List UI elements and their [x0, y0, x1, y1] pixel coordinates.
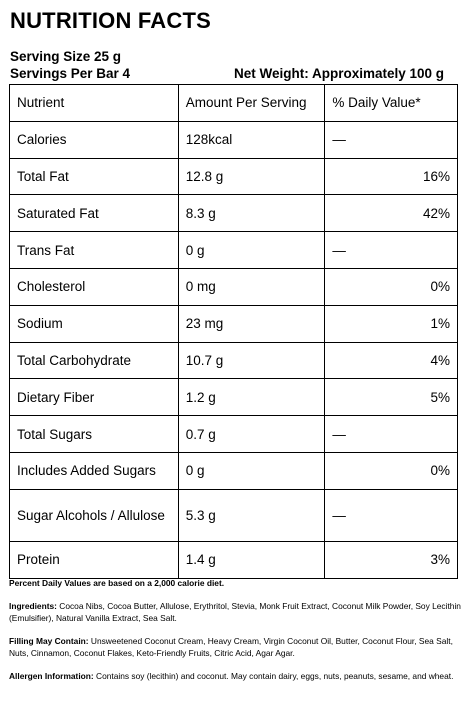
- daily-value: 0%: [324, 451, 458, 490]
- nutrient-amount: 10.7 g: [177, 341, 326, 380]
- nutrient-amount: 12.8 g: [177, 157, 326, 196]
- filling-label: Filling May Contain:: [9, 635, 89, 646]
- nutrient-amount: 1.2 g: [177, 378, 326, 417]
- percent-daily-value-note: Percent Daily Values are based on a 2,00…: [9, 578, 225, 588]
- nutrient-name: Sodium: [9, 304, 179, 343]
- table-row: Total Carbohydrate 10.7 g 4%: [9, 341, 458, 380]
- nutrient-amount: 0.7 g: [177, 415, 326, 453]
- table-header-row: Nutrient Amount Per Serving % Daily Valu…: [9, 84, 458, 122]
- filling-section: Filling May Contain: Unsweetened Coconut…: [9, 635, 461, 660]
- table-row: Dietary Fiber 1.2 g 5%: [9, 378, 458, 417]
- nutrition-table: Nutrient Amount Per Serving % Daily Valu…: [9, 84, 458, 579]
- allergen-section: Allergen Information: Contains soy (leci…: [9, 670, 461, 683]
- nutrient-amount: 1.4 g: [177, 540, 326, 579]
- column-header-daily-value: % Daily Value*: [324, 84, 458, 122]
- nutrient-amount: 128kcal: [177, 120, 326, 159]
- page-title: NUTRITION FACTS: [10, 8, 211, 33]
- table-row: Total Sugars 0.7 g —: [9, 415, 458, 453]
- daily-value: 42%: [324, 194, 458, 233]
- nutrient-name: Total Sugars: [9, 415, 179, 453]
- nutrient-name: Cholesterol: [9, 267, 179, 306]
- nutrient-name: Dietary Fiber: [9, 378, 179, 417]
- column-header-amount: Amount Per Serving: [177, 84, 326, 122]
- table-row: Saturated Fat 8.3 g 42%: [9, 194, 458, 233]
- table-row: Cholesterol 0 mg 0%: [9, 267, 458, 306]
- table-row: Trans Fat 0 g —: [9, 231, 458, 269]
- serving-info: Serving Size 25 g Servings Per Bar 4: [10, 48, 130, 82]
- daily-value: 4%: [324, 341, 458, 380]
- daily-value: —: [324, 415, 458, 453]
- serving-size: Serving Size 25 g: [10, 49, 122, 64]
- nutrient-name: Total Fat: [9, 157, 179, 196]
- daily-value: 5%: [324, 378, 458, 417]
- daily-value: —: [324, 120, 458, 159]
- nutrient-name: Calories: [9, 120, 179, 159]
- nutrient-amount: 8.3 g: [177, 194, 326, 233]
- nutrient-name: Total Carbohydrate: [9, 341, 179, 380]
- table-row: Sugar Alcohols / Allulose 5.3 g —: [9, 488, 458, 542]
- servings-per-bar: Servings Per Bar 4: [10, 66, 131, 81]
- table-row: Calories 128kcal —: [9, 120, 458, 159]
- allergen-text: Contains soy (lecithin) and coconut. May…: [93, 670, 454, 681]
- label-notes: Percent Daily Values are based on a 2,00…: [9, 577, 461, 692]
- table-row: Sodium 23 mg 1%: [9, 304, 458, 343]
- table-row: Total Fat 12.8 g 16%: [9, 157, 458, 196]
- daily-value: 16%: [324, 157, 458, 196]
- nutrient-name: Includes Added Sugars: [9, 451, 179, 490]
- nutrient-amount: 0 g: [177, 231, 326, 269]
- filling-text: Unsweetened Coconut Cream, Heavy Cream, …: [9, 635, 453, 659]
- column-header-nutrient: Nutrient: [9, 84, 179, 122]
- daily-value: —: [324, 488, 458, 542]
- ingredients-section: Ingredients: Cocoa Nibs, Cocoa Butter, A…: [9, 600, 461, 625]
- nutrient-amount: 5.3 g: [177, 488, 326, 542]
- nutrient-name: Trans Fat: [9, 231, 179, 269]
- daily-value: 1%: [324, 304, 458, 343]
- daily-value: 3%: [324, 540, 458, 579]
- allergen-label: Allergen Information:: [9, 670, 94, 681]
- table-row: Includes Added Sugars 0 g 0%: [9, 451, 458, 490]
- nutrient-name: Sugar Alcohols / Allulose: [9, 488, 179, 542]
- ingredients-text: Cocoa Nibs, Cocoa Butter, Allulose, Eryt…: [9, 600, 461, 624]
- nutrient-name: Protein: [9, 540, 179, 579]
- net-weight: Net Weight: Approximately 100 g: [233, 66, 444, 81]
- daily-value: —: [324, 231, 458, 269]
- nutrient-amount: 23 mg: [177, 304, 326, 343]
- nutrient-name: Saturated Fat: [9, 194, 179, 233]
- daily-value: 0%: [324, 267, 458, 306]
- nutrient-amount: 0 mg: [177, 267, 326, 306]
- table-row: Protein 1.4 g 3%: [9, 540, 458, 579]
- ingredients-label: Ingredients:: [9, 600, 57, 611]
- nutrient-amount: 0 g: [177, 451, 326, 490]
